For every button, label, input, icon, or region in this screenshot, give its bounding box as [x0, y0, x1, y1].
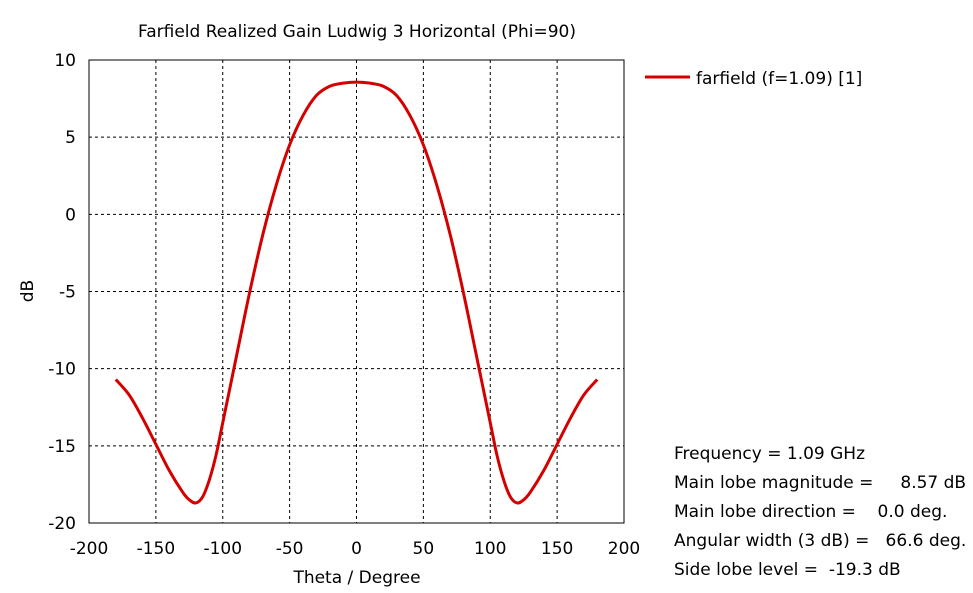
info-side-lobe-level: Side lobe level = -19.3 dB [674, 560, 901, 580]
series-layer [114, 80, 599, 505]
grid [89, 60, 624, 523]
y-tick-labels: 10 5 0 -5 -10 -15 -20 [48, 51, 76, 534]
x-tick-label: 100 [474, 539, 506, 559]
x-tick-label: 150 [541, 539, 573, 559]
y-tick-label: -10 [48, 360, 76, 380]
legend-label: farfield (f=1.09) [1] [696, 69, 862, 89]
chart-title: Farfield Realized Gain Ludwig 3 Horizont… [138, 22, 576, 42]
plot-frame [88, 59, 625, 524]
info-main-lobe-magnitude: Main lobe magnitude = 8.57 dB [674, 473, 967, 493]
x-tick-label: 200 [608, 539, 640, 559]
x-tick-label: -100 [203, 539, 242, 559]
y-tick-label: 10 [54, 51, 76, 71]
x-tick-label: -200 [70, 539, 109, 559]
x-tick-label: 50 [413, 539, 435, 559]
info-frequency: Frequency = 1.09 GHz [674, 444, 866, 464]
y-axis-label: dB [18, 280, 38, 302]
y-tick-label: -15 [48, 437, 76, 457]
series-line [114, 80, 599, 505]
x-tick-label: -150 [137, 539, 176, 559]
info-main-lobe-direction: Main lobe direction = 0.0 deg. [674, 502, 948, 522]
y-tick-label: -20 [48, 514, 76, 534]
y-tick-label: 0 [65, 205, 76, 225]
x-tick-label: 0 [351, 539, 362, 559]
legend: farfield (f=1.09) [1] [645, 69, 862, 89]
x-tick-label: -50 [276, 539, 304, 559]
y-tick-label: -5 [59, 283, 76, 303]
y-tick-label: 5 [65, 128, 76, 148]
x-tick-labels: -200 -150 -100 -50 0 50 100 150 200 [70, 539, 641, 559]
x-axis-label: Theta / Degree [292, 568, 420, 588]
info-angular-width: Angular width (3 dB) = 66.6 deg. [674, 531, 967, 551]
